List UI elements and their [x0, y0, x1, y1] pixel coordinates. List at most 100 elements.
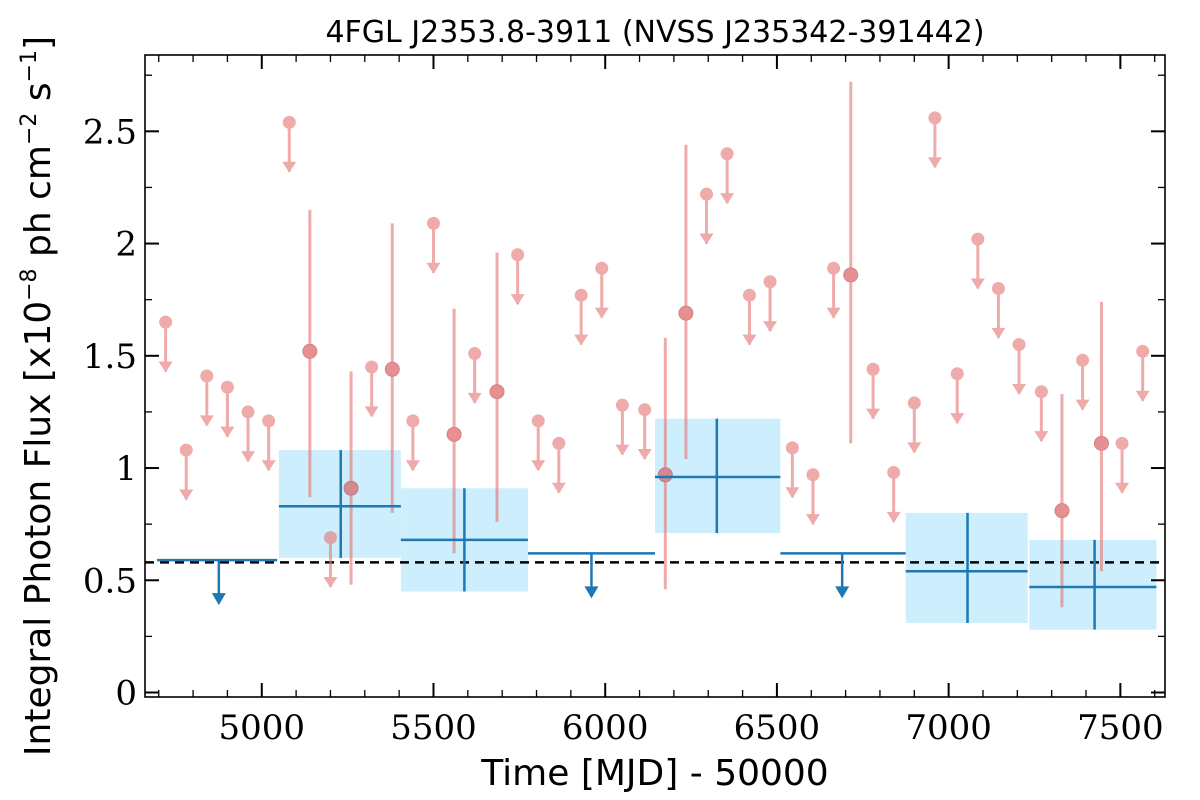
- fine-detection-9: [1093, 301, 1109, 572]
- fine-upper-limit-marker: [531, 414, 545, 428]
- x-tick-label: 5500: [390, 708, 477, 748]
- fine-upper-limit-arrowhead: [426, 262, 441, 274]
- fine-upper-limit-marker: [511, 248, 525, 262]
- fine-upper-limit-marker: [262, 414, 276, 428]
- fine-upper-limit-marker: [241, 405, 255, 419]
- fine-upper-limit-10: [426, 216, 441, 274]
- fine-upper-limit-28: [907, 396, 922, 454]
- fine-upper-limit-4: [241, 405, 256, 463]
- plot-area: [145, 81, 1165, 630]
- y-tick-label: 1: [115, 449, 137, 489]
- fine-upper-limit-marker: [827, 261, 841, 275]
- fine-upper-limit-marker: [406, 414, 420, 428]
- fine-upper-limit-37: [1135, 344, 1150, 402]
- fine-upper-limit-marker: [1034, 385, 1048, 399]
- fine-upper-limit-arrowhead: [615, 444, 630, 456]
- fine-upper-limit-arrowhead: [261, 460, 276, 472]
- fine-upper-limit-marker: [1136, 344, 1150, 358]
- axis-ticks: 5000 5500 6000 6500 7000 7500 0 0.5 1 1.5 2 2.5: [83, 55, 1165, 748]
- fine-detection-1: [343, 371, 359, 585]
- fine-upper-limit-marker: [785, 441, 799, 455]
- fine-upper-limit-arrowhead: [510, 294, 525, 306]
- fine-upper-limit-marker: [887, 466, 901, 480]
- fine-upper-limit-6: [282, 115, 297, 173]
- fine-detection-0: [302, 209, 318, 498]
- fine-upper-limit-36: [1115, 436, 1130, 494]
- fine-upper-limit-marker: [907, 396, 921, 410]
- fine-upper-limit-25: [826, 261, 841, 319]
- fine-upper-limit-arrowhead: [158, 361, 173, 373]
- fine-upper-limit-marker: [220, 380, 234, 394]
- fine-upper-limit-21: [742, 288, 757, 346]
- fine-upper-limit-19: [699, 187, 714, 245]
- y-axis-label-part3: s: [18, 82, 59, 112]
- coarse-detection-4: [1029, 539, 1157, 630]
- fine-upper-limit-1: [179, 443, 194, 501]
- coarse-upper-limit-arrowhead: [835, 586, 850, 599]
- fine-upper-limit-arrowhead: [282, 161, 297, 173]
- fine-upper-limit-arrowhead: [1115, 482, 1130, 494]
- fine-detection-marker: [384, 361, 400, 377]
- fine-detection-3: [446, 308, 462, 554]
- fine-detection-marker: [657, 467, 673, 483]
- fine-upper-limit-marker: [742, 288, 756, 302]
- fine-upper-limit-14: [551, 436, 566, 494]
- fine-upper-limit-arrowhead: [531, 460, 546, 472]
- fine-upper-limit-arrowhead: [720, 193, 735, 205]
- x-tick-label: 5000: [219, 708, 306, 748]
- fine-upper-limit-arrowhead: [323, 577, 338, 589]
- coarse-upper-limit-arrowhead: [584, 586, 599, 599]
- fine-upper-limit-marker: [866, 362, 880, 376]
- fine-upper-limit-marker: [928, 111, 942, 125]
- chart-title: 4FGL J2353.8-3911 (NVSS J235342-391442): [325, 15, 984, 50]
- fine-upper-limit-arrowhead: [199, 415, 214, 427]
- fine-upper-limit-18: [637, 403, 652, 461]
- coarse-detection-1: [400, 488, 528, 592]
- fine-upper-limit-arrowhead: [699, 233, 714, 245]
- fine-upper-limit-marker: [552, 436, 566, 450]
- y-axis-label-sup3: −1: [17, 50, 42, 82]
- fine-upper-limit-5: [261, 414, 276, 472]
- x-tick-label: 6500: [734, 708, 821, 748]
- fine-upper-limit-marker: [720, 147, 734, 161]
- fine-detection-marker: [1093, 435, 1109, 451]
- fine-upper-limit-13: [531, 414, 546, 472]
- fine-upper-limit-arrowhead: [886, 511, 901, 523]
- fine-upper-limit-24: [805, 468, 820, 526]
- fine-upper-limit-marker: [615, 398, 629, 412]
- fine-upper-limit-arrowhead: [805, 514, 820, 526]
- y-tick-label: 2: [115, 225, 137, 265]
- fine-upper-limit-arrowhead: [742, 334, 757, 346]
- fine-upper-limit-arrowhead: [927, 157, 942, 169]
- coarse-upper-limit-0: [157, 558, 278, 606]
- fine-upper-limit-arrowhead: [594, 307, 609, 319]
- fine-upper-limit-marker: [1012, 338, 1026, 352]
- fine-upper-limit-marker: [763, 275, 777, 289]
- fine-upper-limit-3: [220, 380, 235, 438]
- fine-upper-limit-11: [467, 347, 482, 404]
- fine-upper-limit-marker: [468, 347, 482, 361]
- fine-upper-limit-arrowhead: [907, 442, 922, 454]
- y-axis-label-part4: ]: [18, 36, 59, 50]
- fine-upper-limit-arrowhead: [405, 460, 420, 472]
- y-tick-label: 0: [115, 674, 137, 714]
- fine-upper-limit-arrowhead: [637, 449, 652, 461]
- fine-detection-6: [678, 144, 694, 460]
- coarse-detection-3: [905, 512, 1028, 623]
- fine-upper-limit-marker: [1076, 353, 1090, 367]
- fine-upper-limit-arrowhead: [950, 413, 965, 425]
- fine-upper-limit-arrowhead: [364, 406, 379, 418]
- fine-upper-limit-9: [405, 414, 420, 472]
- fine-upper-limit-marker: [159, 315, 173, 329]
- fine-upper-limit-arrowhead: [551, 482, 566, 494]
- fine-upper-limit-arrowhead: [991, 327, 1006, 339]
- fine-upper-limit-26: [866, 362, 881, 420]
- fine-upper-limit-arrowhead: [574, 334, 589, 346]
- y-tick-label: 0.5: [83, 561, 137, 601]
- fine-detection-marker: [843, 267, 859, 283]
- fine-detection-4: [489, 252, 505, 522]
- fine-upper-limit-15: [574, 288, 589, 346]
- coarse-detection-0: [278, 450, 401, 558]
- fine-upper-limit-marker: [426, 216, 440, 230]
